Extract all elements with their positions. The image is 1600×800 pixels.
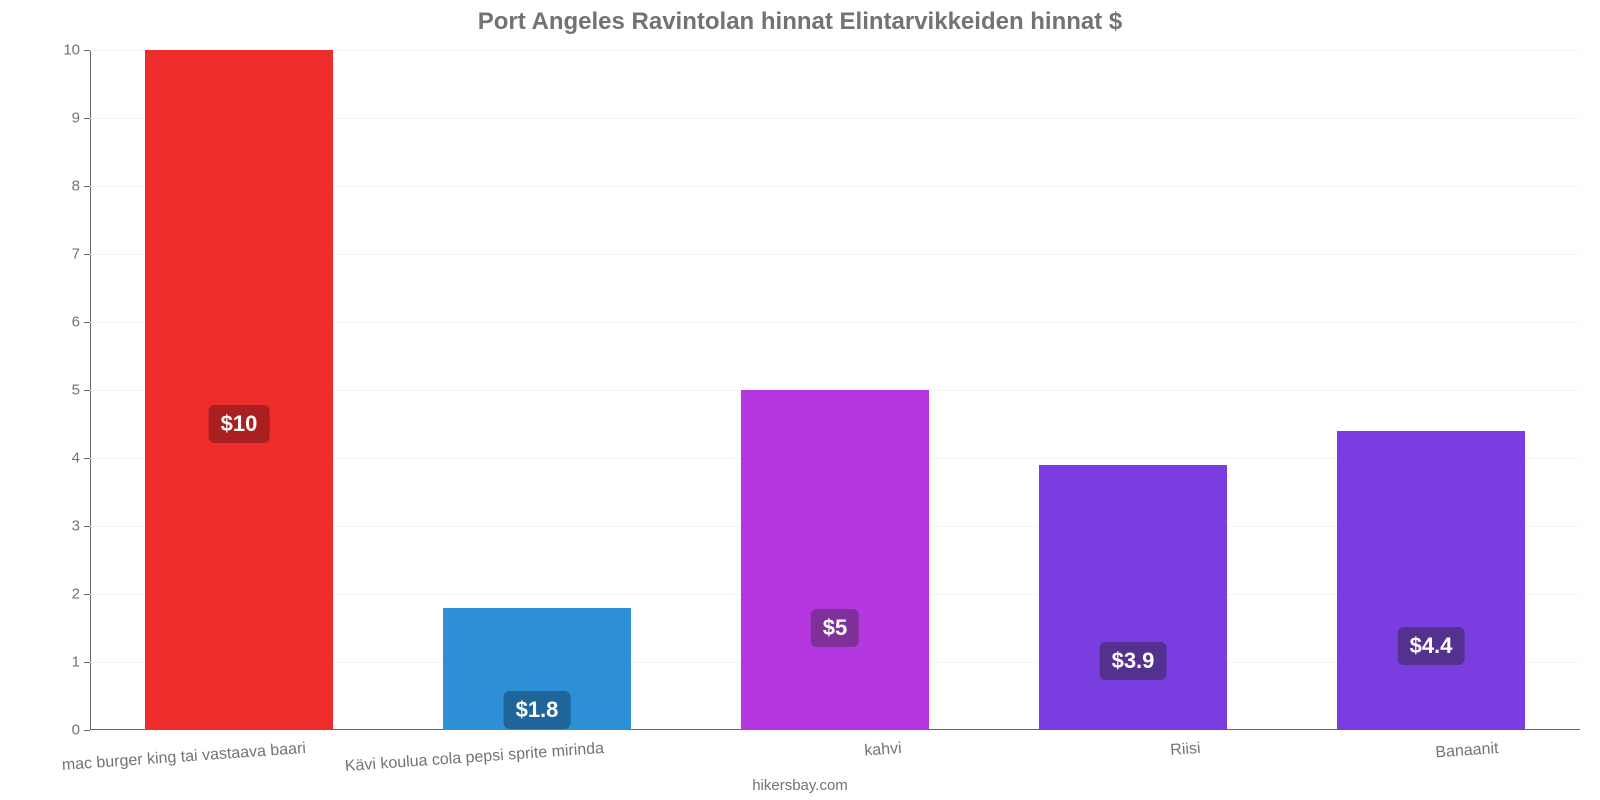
plot-area: 012345678910$10mac burger king tai vasta…	[90, 50, 1580, 730]
bar	[1039, 465, 1227, 730]
x-tick-label: Kävi koulua cola pepsi sprite mirinda	[344, 730, 605, 776]
value-badge: $4.4	[1398, 627, 1465, 665]
y-tick-mark	[84, 186, 90, 187]
x-tick-label: kahvi	[863, 730, 902, 761]
y-tick-mark	[84, 458, 90, 459]
y-tick-mark	[84, 594, 90, 595]
bar	[145, 50, 333, 730]
y-tick-mark	[84, 390, 90, 391]
y-tick-mark	[84, 254, 90, 255]
value-badge: $3.9	[1100, 642, 1167, 680]
bar	[1337, 431, 1525, 730]
y-tick-mark	[84, 730, 90, 731]
x-tick-label: Banaanit	[1434, 730, 1499, 762]
price-bar-chart: Port Angeles Ravintolan hinnat Elintarvi…	[0, 0, 1600, 800]
x-tick-label: mac burger king tai vastaava baari	[61, 730, 307, 775]
value-badge: $5	[811, 609, 859, 647]
chart-title: Port Angeles Ravintolan hinnat Elintarvi…	[478, 8, 1123, 36]
y-tick-mark	[84, 118, 90, 119]
y-tick-mark	[84, 322, 90, 323]
bar	[741, 390, 929, 730]
y-tick-mark	[84, 662, 90, 663]
value-badge: $1.8	[504, 691, 571, 729]
y-tick-mark	[84, 50, 90, 51]
value-badge: $10	[209, 405, 270, 443]
y-tick-mark	[84, 526, 90, 527]
attribution: hikersbay.com	[752, 777, 848, 794]
x-tick-label: Riisi	[1169, 730, 1201, 760]
